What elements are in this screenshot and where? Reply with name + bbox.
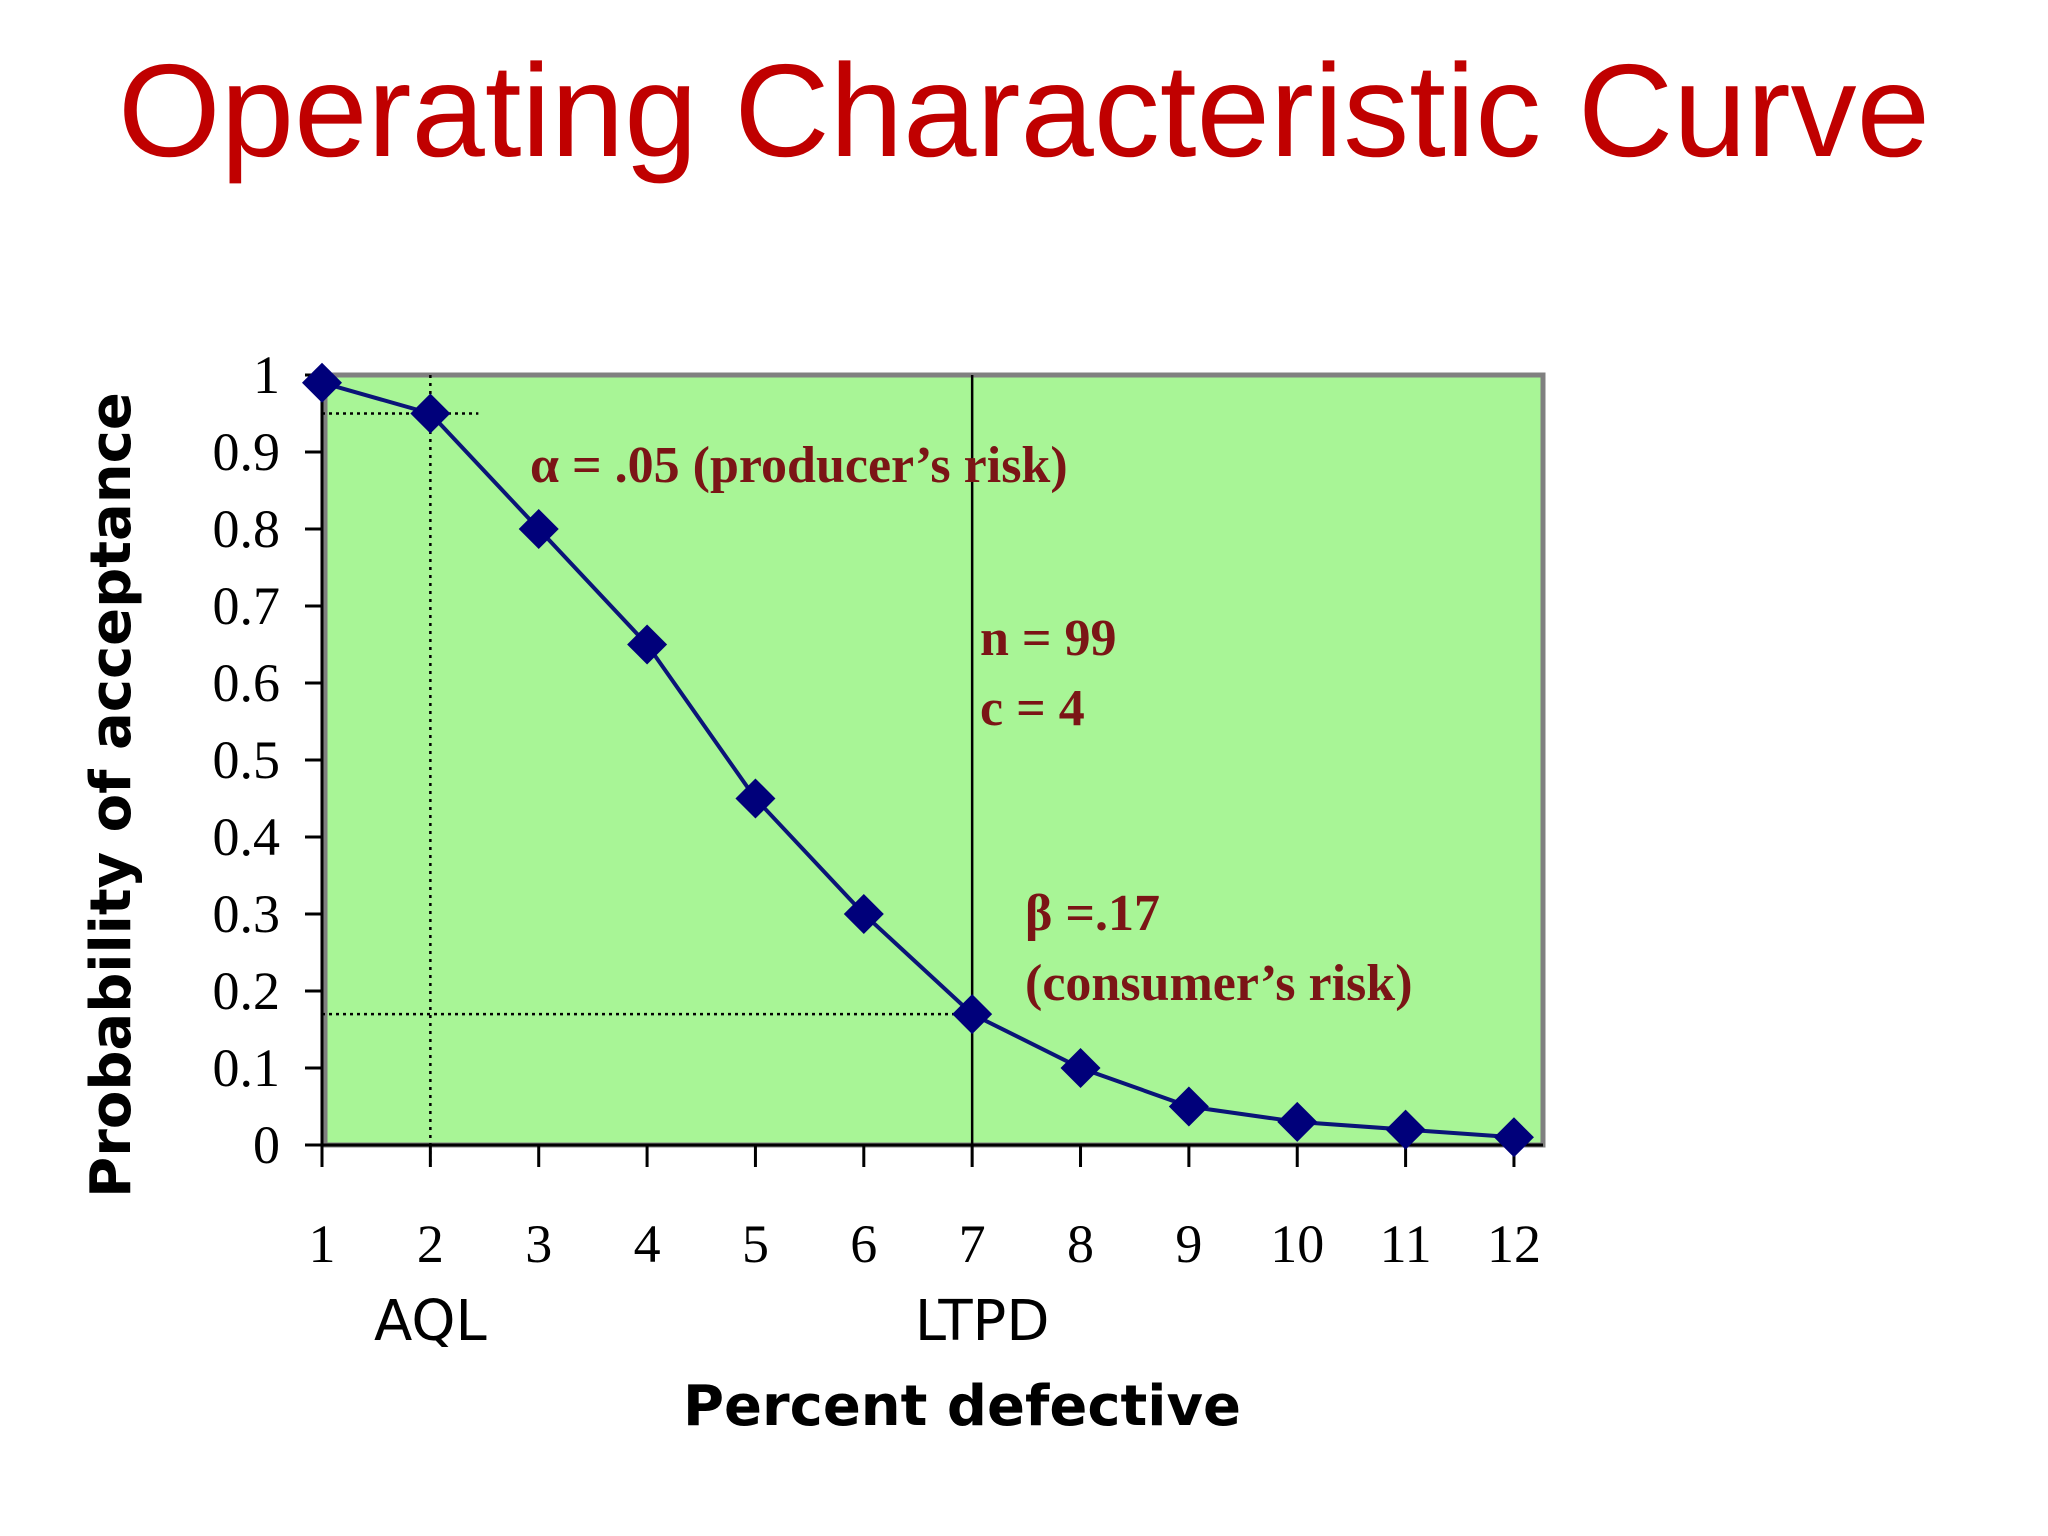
- y-tick-label: 0.6: [213, 653, 281, 713]
- marker-label: AQL: [374, 1289, 487, 1354]
- y-tick-label: 1: [253, 345, 280, 405]
- y-tick-label: 0.4: [213, 807, 281, 867]
- data-point: [627, 624, 668, 665]
- x-tick-label: 10: [1270, 1214, 1324, 1274]
- beta-annotation: β =.17: [1025, 885, 1160, 942]
- data-point: [302, 362, 342, 403]
- beta-note-annotation: (consumer’s risk): [1025, 955, 1413, 1012]
- y-tick-label: 0.7: [213, 576, 281, 636]
- y-tick-label: 0.5: [213, 730, 281, 790]
- y-tick-label: 0.3: [213, 884, 281, 944]
- axes: [305, 373, 1543, 1167]
- alpha-annotation: α = .05 (producer’s risk): [530, 437, 1068, 494]
- series-group: [302, 362, 1534, 1158]
- data-point: [735, 778, 776, 819]
- labels-group: 00.10.20.30.40.50.60.70.80.911 2 3 4 5 6 7 8 9 10…: [213, 345, 1541, 1354]
- x-tick-label: 11: [1380, 1214, 1432, 1274]
- y-tick-label: 0.8: [213, 499, 281, 559]
- x-tick-label: 5: [742, 1214, 769, 1274]
- reference-lines: [322, 375, 974, 1167]
- data-point: [518, 509, 559, 549]
- plot-area: [322, 372, 1546, 1148]
- data-point: [1385, 1109, 1426, 1150]
- data-point: [1168, 1086, 1209, 1127]
- x-tick-label: 1: [309, 1214, 336, 1274]
- x-axis-title: Percent defective: [683, 1374, 1241, 1439]
- y-tick-label: 0.1: [213, 1038, 281, 1098]
- marker-label: LTPD: [915, 1289, 1050, 1354]
- y-axis-title: Probability of acceptance: [79, 392, 144, 1198]
- y-tick-label: 0: [253, 1115, 280, 1175]
- sample-size-annotation: n = 99: [980, 610, 1117, 667]
- x-tick-label: 8: [1067, 1214, 1094, 1274]
- y-tick-label: 0.9: [213, 422, 281, 482]
- data-point: [1277, 1101, 1318, 1142]
- data-point: [1493, 1117, 1534, 1158]
- data-point: [843, 894, 884, 934]
- slide-title: Operating Characteristic Curve: [117, 37, 1931, 184]
- data-point: [952, 994, 993, 1035]
- x-tick-label: 4: [634, 1214, 661, 1274]
- data-point: [410, 393, 451, 434]
- x-tick-label: 9: [1175, 1214, 1202, 1274]
- x-tick-label: 7: [959, 1214, 986, 1274]
- y-tick-label: 0.2: [213, 961, 281, 1021]
- x-tick-label: 12: [1487, 1214, 1541, 1274]
- x-tick-label: 3: [525, 1214, 552, 1274]
- acceptance-number-annotation: c = 4: [980, 680, 1085, 737]
- x-tick-label: 6: [850, 1214, 877, 1274]
- x-tick-label: 2: [417, 1214, 444, 1274]
- data-point: [1060, 1048, 1101, 1088]
